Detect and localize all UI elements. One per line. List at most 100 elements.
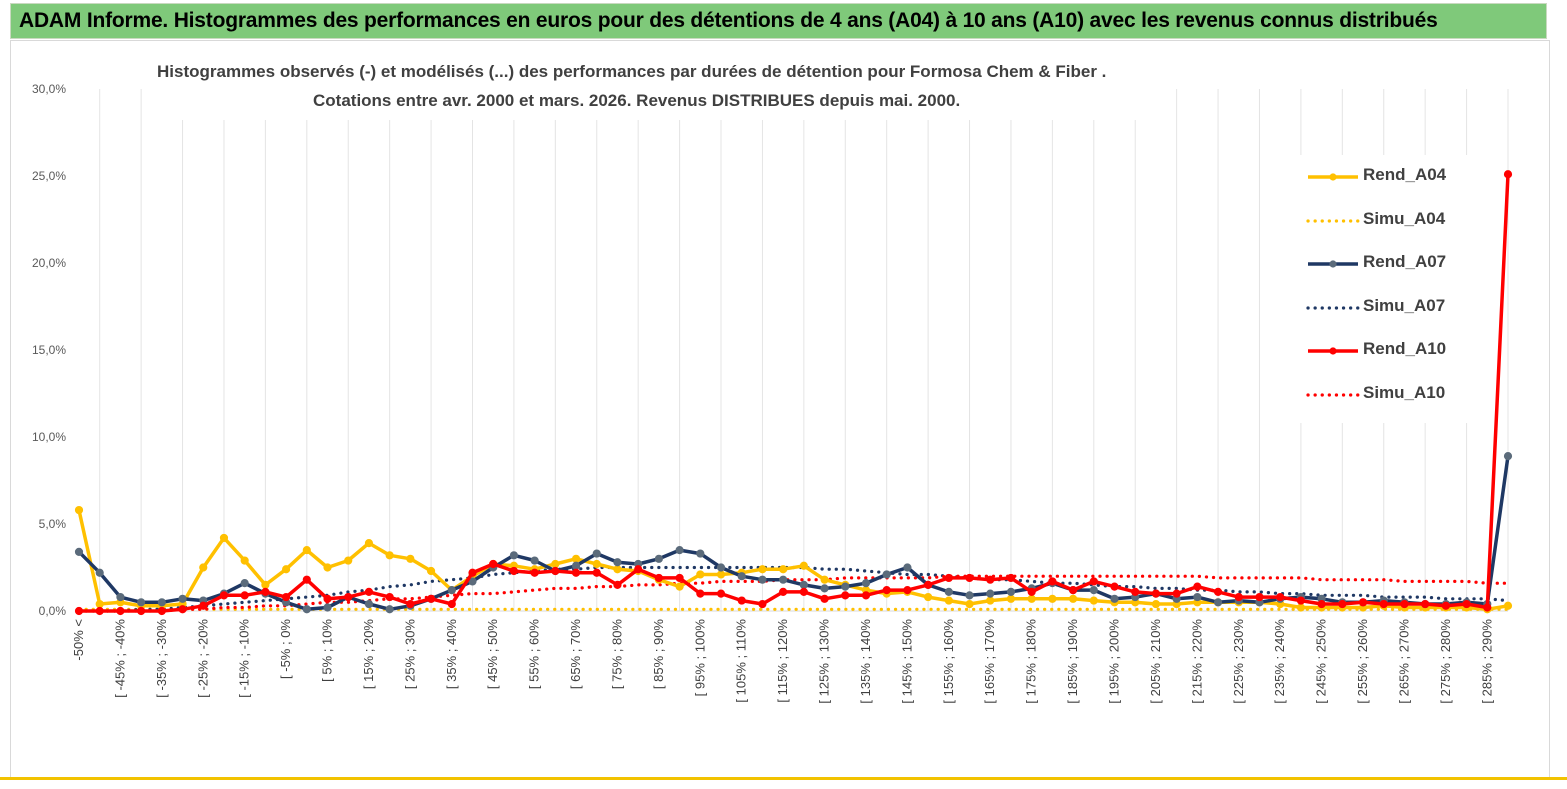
chart-subtitle: Cotations entre avr. 2000 et mars. 2026.… <box>313 91 961 110</box>
x-tick-label: [ -5% ; 0% <box>278 619 293 679</box>
data-point <box>323 603 332 612</box>
data-point <box>820 575 829 584</box>
data-point <box>1296 596 1305 605</box>
data-point <box>302 575 311 584</box>
x-tick-label: [ 5% ; 10% <box>320 619 335 682</box>
data-point <box>302 546 311 555</box>
y-tick-label: 5,0% <box>39 517 67 531</box>
data-point <box>986 596 995 605</box>
data-point <box>385 551 394 560</box>
legend-item-simu_a04: Simu_A04 <box>1305 209 1470 233</box>
data-point <box>219 533 229 543</box>
legend-label: Rend_A07 <box>1363 252 1447 272</box>
data-point <box>219 591 229 600</box>
x-tick-label: [ 65% ; 70% <box>568 619 583 690</box>
report-title: ADAM Informe. Histogrammes des performan… <box>19 9 1438 32</box>
legend-label: Simu_A04 <box>1363 208 1446 228</box>
data-point <box>282 592 291 602</box>
legend-item-rend_a07: Rend_A07 <box>1305 252 1470 276</box>
legend-swatch <box>1306 218 1360 223</box>
data-point <box>779 587 788 596</box>
data-point <box>302 605 311 614</box>
x-tick-label: [ 235% ; 240% <box>1272 619 1287 704</box>
x-tick-label: [ 15% ; 20% <box>361 619 376 690</box>
data-point <box>1027 587 1036 596</box>
legend-label: Simu_A07 <box>1363 295 1446 315</box>
data-point <box>1151 589 1161 598</box>
data-point <box>1089 577 1098 586</box>
data-point <box>1048 577 1057 586</box>
data-point <box>385 605 394 614</box>
data-point <box>1400 599 1409 609</box>
data-point <box>240 556 249 565</box>
data-point <box>758 575 767 584</box>
data-point <box>592 549 601 558</box>
data-point <box>675 546 684 555</box>
legend-swatch <box>1308 260 1358 268</box>
data-point <box>716 563 726 572</box>
series-lines <box>74 170 1513 616</box>
data-point <box>1006 587 1016 596</box>
data-point <box>1089 586 1098 595</box>
data-point <box>737 572 746 581</box>
legend-swatch <box>1306 306 1360 310</box>
data-point <box>240 591 249 600</box>
data-point <box>116 606 125 616</box>
y-tick-label: 15,0% <box>32 343 66 357</box>
data-point <box>95 568 104 577</box>
data-point <box>1338 599 1347 609</box>
data-point <box>571 561 581 570</box>
data-point <box>530 568 539 577</box>
data-point <box>1358 598 1368 607</box>
data-point <box>696 549 705 558</box>
data-point <box>1213 587 1223 596</box>
data-point <box>779 575 788 584</box>
data-point <box>406 599 415 609</box>
series-line-rend_a07 <box>77 455 1510 612</box>
data-point <box>1317 599 1326 609</box>
x-tick-label: [ 225% ; 230% <box>1231 619 1246 704</box>
data-point <box>716 589 726 598</box>
data-point <box>944 587 953 596</box>
data-point <box>323 594 332 603</box>
data-point <box>696 589 705 598</box>
data-point <box>74 606 84 616</box>
data-point <box>364 587 374 596</box>
data-point <box>178 594 187 603</box>
data-point <box>1110 594 1119 603</box>
data-point <box>261 587 270 596</box>
data-point <box>95 599 104 609</box>
data-point <box>323 563 332 572</box>
y-tick-label: 25,0% <box>32 169 66 183</box>
x-tick-label: [ -35% ; -30% <box>154 619 169 698</box>
series-line-simu_a10 <box>77 574 1510 613</box>
data-point <box>592 559 601 569</box>
x-tick-label: [ 105% ; 110% <box>734 619 749 703</box>
data-point <box>240 579 249 588</box>
data-point <box>799 580 808 590</box>
data-point <box>841 582 850 591</box>
chart-area <box>10 40 1550 780</box>
data-point <box>1193 582 1202 591</box>
data-point <box>903 586 912 595</box>
legend-label: Rend_A10 <box>1363 339 1447 359</box>
data-point <box>861 591 871 600</box>
data-point <box>1006 594 1016 603</box>
data-point <box>820 584 829 593</box>
x-tick-label: [ 45% ; 50% <box>485 619 500 690</box>
data-point <box>1483 603 1492 612</box>
x-tick-label: [ 155% ; 160% <box>941 619 956 704</box>
legend-item-rend_a10: Rend_A10 <box>1305 339 1470 363</box>
data-point <box>74 547 84 556</box>
data-point <box>654 554 663 563</box>
data-point <box>426 594 436 603</box>
data-point <box>551 566 560 576</box>
data-point <box>95 606 104 616</box>
data-point <box>364 599 374 609</box>
data-point <box>1503 452 1513 461</box>
data-point <box>613 580 622 590</box>
data-point <box>799 587 808 596</box>
x-tick-label: [ 175% ; 180% <box>1024 619 1039 704</box>
data-point <box>944 596 953 605</box>
